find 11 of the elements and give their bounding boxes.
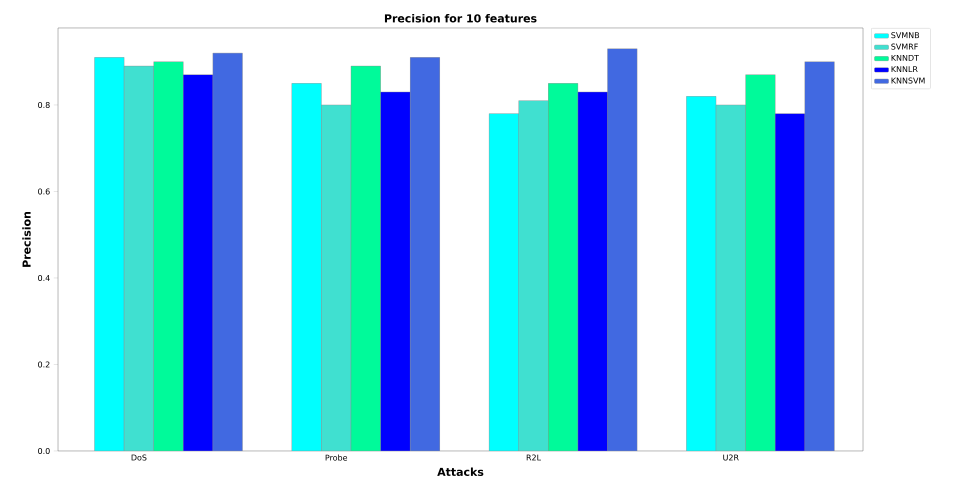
- bar: [775, 113, 806, 451]
- bar: [578, 92, 608, 451]
- y-axis-title: Precision: [22, 212, 31, 267]
- bar: [716, 104, 746, 451]
- x-axis-title: Attacks: [437, 468, 484, 476]
- bar: [518, 100, 549, 451]
- bar: [124, 66, 154, 451]
- bar: [183, 74, 214, 451]
- bar: [321, 104, 352, 451]
- bar: [380, 92, 410, 451]
- chart-title: Precision for 10 features: [384, 14, 537, 22]
